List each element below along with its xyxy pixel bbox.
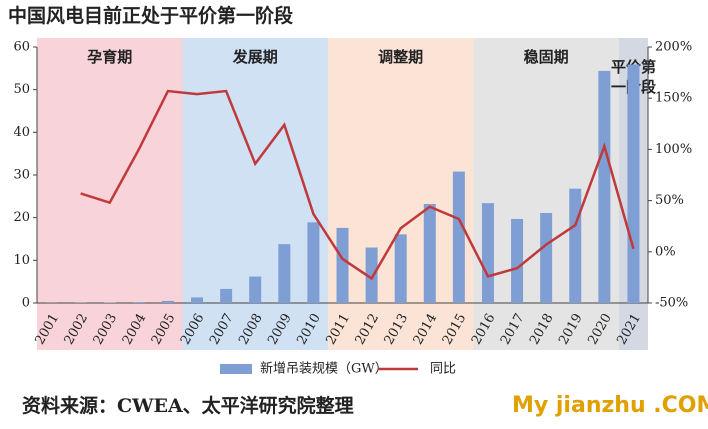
bar — [337, 228, 349, 303]
y2-tick-label: 150% — [655, 91, 692, 106]
bar — [540, 213, 552, 303]
y-tick-label: 40 — [13, 125, 30, 140]
bar — [162, 301, 174, 303]
legend-label: 新增吊装规模（GW） — [260, 361, 388, 377]
y-tick-label: 30 — [13, 168, 30, 183]
y-tick-label: 50 — [13, 82, 30, 97]
bar — [511, 219, 523, 303]
y2-tick-label: 0% — [655, 244, 676, 259]
watermark: My jianzhu .COM — [512, 393, 708, 418]
legend-label: 同比 — [430, 362, 456, 377]
bar — [395, 234, 407, 303]
bar — [482, 203, 494, 303]
bar — [249, 277, 261, 303]
phase-label: 发展期 — [232, 48, 278, 66]
bar — [453, 172, 465, 303]
y2-tick-label: 50% — [655, 193, 684, 208]
phase-label: 孕育期 — [87, 48, 132, 66]
y2-tick-label: 200% — [655, 40, 692, 55]
bar — [220, 289, 232, 303]
chart-title: 中国风电目前正处于平价第一阶段 — [8, 4, 294, 27]
source: 资料来源：CWEA、太平洋研究院整理 — [22, 394, 354, 417]
phase-label: 调整期 — [378, 48, 423, 66]
bar — [424, 204, 436, 303]
bar — [191, 297, 203, 303]
bar — [133, 302, 145, 303]
y-tick-label: 60 — [13, 40, 30, 55]
bar — [307, 222, 319, 303]
y-tick-label: 20 — [13, 210, 30, 225]
bar — [569, 189, 581, 303]
y-tick-label: 10 — [13, 253, 30, 268]
y2-tick-label: -50% — [655, 296, 688, 311]
legend-swatch — [220, 364, 252, 374]
bar — [627, 64, 639, 303]
phase-label: 稳固期 — [524, 48, 569, 66]
bar — [598, 71, 610, 303]
y-tick-label: 0 — [22, 296, 30, 311]
y2-tick-label: 100% — [655, 142, 692, 157]
bar — [278, 244, 290, 303]
